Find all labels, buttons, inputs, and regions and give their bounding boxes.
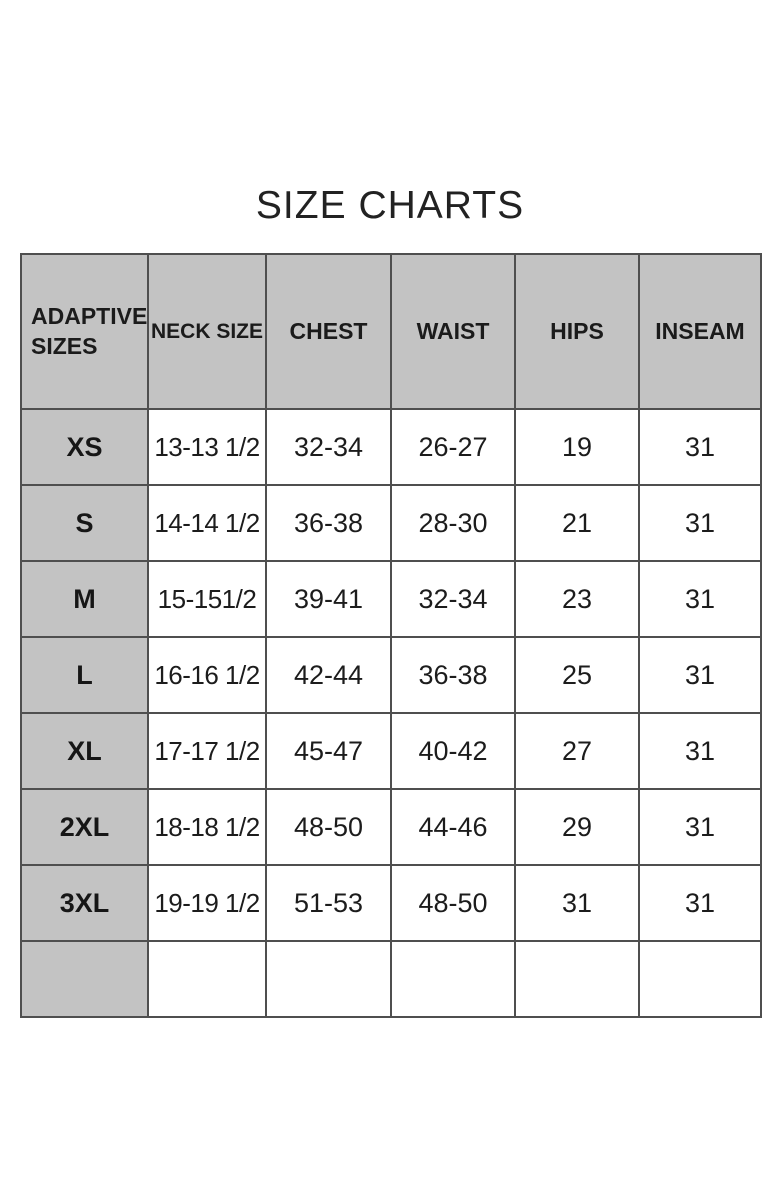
neck-size-cell: 16-16 1/2 xyxy=(147,636,267,714)
neck-size-cell: 14-14 1/2 xyxy=(147,484,267,562)
inseam-cell: 31 xyxy=(638,408,762,486)
waist-cell: 36-38 xyxy=(390,636,516,714)
table-row-3xl: 3XL 19-19 1/2 51-53 48-50 31 31 xyxy=(20,864,762,942)
size-label-cell: L xyxy=(20,636,149,714)
size-label-cell: 2XL xyxy=(20,788,149,866)
table-row-empty xyxy=(20,940,762,1018)
waist-cell: 26-27 xyxy=(390,408,516,486)
column-header-waist: WAIST xyxy=(390,253,516,410)
neck-size-cell: 19-19 1/2 xyxy=(147,864,267,942)
inseam-cell xyxy=(638,940,762,1018)
chest-cell: 36-38 xyxy=(265,484,392,562)
inseam-cell: 31 xyxy=(638,712,762,790)
table-row-2xl: 2XL 18-18 1/2 48-50 44-46 29 31 xyxy=(20,788,762,866)
waist-cell: 40-42 xyxy=(390,712,516,790)
size-label-cell: S xyxy=(20,484,149,562)
size-label-cell: XS xyxy=(20,408,149,486)
waist-cell: 32-34 xyxy=(390,560,516,638)
column-header-chest: CHEST xyxy=(265,253,392,410)
table-row-l: L 16-16 1/2 42-44 36-38 25 31 xyxy=(20,636,762,714)
waist-cell xyxy=(390,940,516,1018)
inseam-cell: 31 xyxy=(638,636,762,714)
neck-size-cell: 15-151/2 xyxy=(147,560,267,638)
size-label-cell: 3XL xyxy=(20,864,149,942)
hips-cell xyxy=(514,940,640,1018)
chest-cell xyxy=(265,940,392,1018)
inseam-cell: 31 xyxy=(638,788,762,866)
hips-cell: 31 xyxy=(514,864,640,942)
neck-size-cell xyxy=(147,940,267,1018)
table-row-xs: XS 13-13 1/2 32-34 26-27 19 31 xyxy=(20,408,762,486)
column-header-adaptive-sizes: ADAPTIVE SIZES xyxy=(20,253,149,410)
chest-cell: 39-41 xyxy=(265,560,392,638)
waist-cell: 44-46 xyxy=(390,788,516,866)
chest-cell: 48-50 xyxy=(265,788,392,866)
hips-cell: 23 xyxy=(514,560,640,638)
neck-size-cell: 18-18 1/2 xyxy=(147,788,267,866)
waist-cell: 48-50 xyxy=(390,864,516,942)
page-title: SIZE CHARTS xyxy=(255,184,525,227)
column-header-hips: HIPS xyxy=(514,253,640,410)
column-header-neck-size: NECK SIZE xyxy=(147,253,267,410)
size-label-cell: M xyxy=(20,560,149,638)
neck-size-cell: 17-17 1/2 xyxy=(147,712,267,790)
inseam-cell: 31 xyxy=(638,484,762,562)
chest-cell: 51-53 xyxy=(265,864,392,942)
chest-cell: 45-47 xyxy=(265,712,392,790)
table-header-row: ADAPTIVE SIZES NECK SIZE CHEST WAIST HIP… xyxy=(20,253,762,410)
waist-cell: 28-30 xyxy=(390,484,516,562)
neck-size-cell: 13-13 1/2 xyxy=(147,408,267,486)
chest-cell: 42-44 xyxy=(265,636,392,714)
inseam-cell: 31 xyxy=(638,560,762,638)
hips-cell: 25 xyxy=(514,636,640,714)
hips-cell: 19 xyxy=(514,408,640,486)
column-header-inseam: INSEAM xyxy=(638,253,762,410)
table-row-s: S 14-14 1/2 36-38 28-30 21 31 xyxy=(20,484,762,562)
hips-cell: 27 xyxy=(514,712,640,790)
size-chart-table: ADAPTIVE SIZES NECK SIZE CHEST WAIST HIP… xyxy=(20,253,762,1018)
table-row-m: M 15-151/2 39-41 32-34 23 31 xyxy=(20,560,762,638)
size-label-cell: XL xyxy=(20,712,149,790)
hips-cell: 21 xyxy=(514,484,640,562)
chest-cell: 32-34 xyxy=(265,408,392,486)
inseam-cell: 31 xyxy=(638,864,762,942)
hips-cell: 29 xyxy=(514,788,640,866)
table-row-xl: XL 17-17 1/2 45-47 40-42 27 31 xyxy=(20,712,762,790)
size-label-cell xyxy=(20,940,149,1018)
